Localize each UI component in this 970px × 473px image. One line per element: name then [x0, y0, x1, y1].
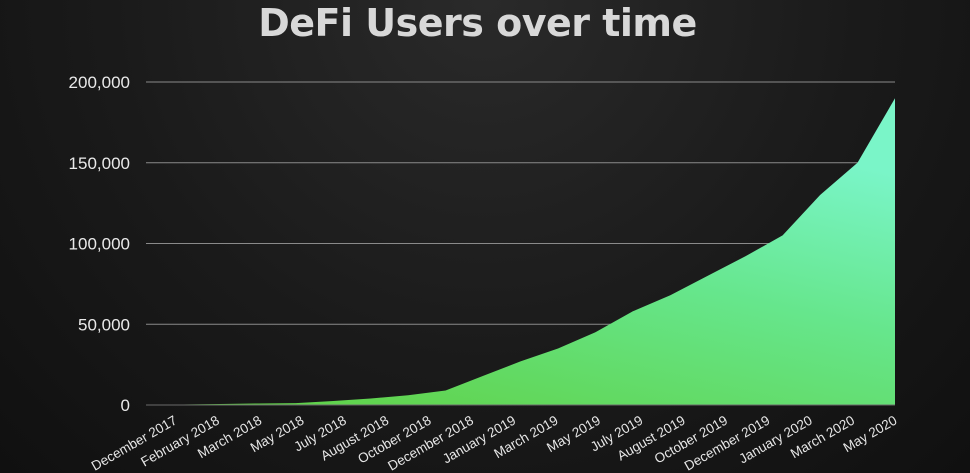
y-tick-label: 50,000: [78, 315, 130, 334]
series-area: [146, 98, 895, 405]
y-tick-label: 0: [121, 396, 130, 415]
chart-title: DeFi Users over time: [258, 1, 697, 45]
y-tick-label: 100,000: [69, 235, 130, 254]
y-tick-label: 150,000: [69, 154, 130, 173]
y-tick-label: 200,000: [69, 73, 130, 92]
